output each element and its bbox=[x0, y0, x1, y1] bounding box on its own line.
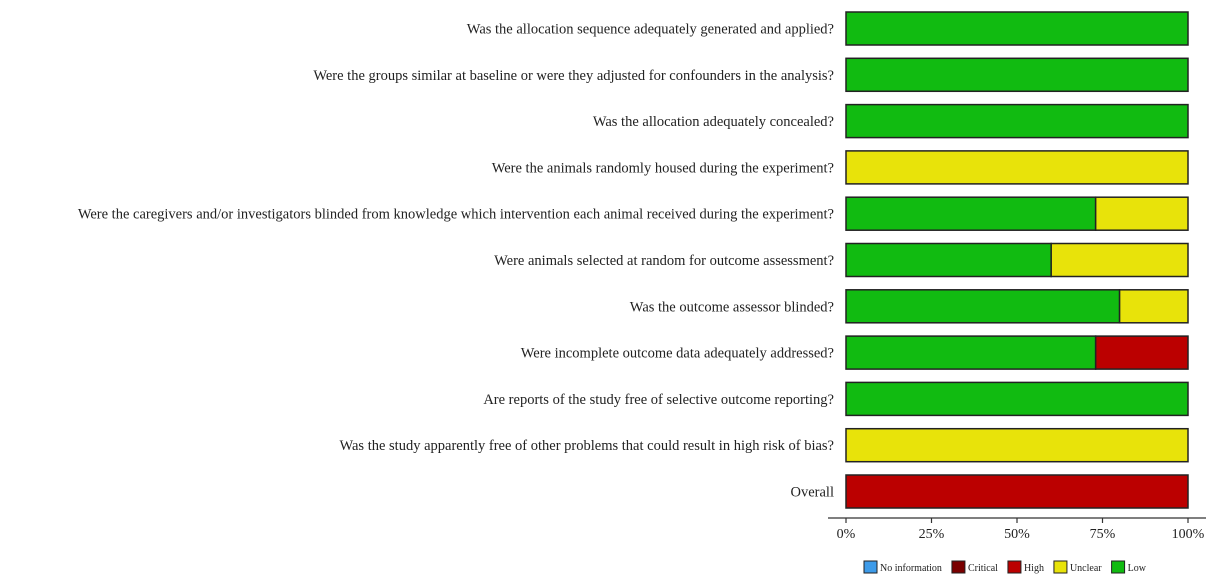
bar-segment-low bbox=[845, 242, 1052, 278]
question-label: Were the groups similar at baseline or w… bbox=[313, 68, 834, 84]
bar-segment-low bbox=[845, 57, 1189, 93]
legend-swatch-critical bbox=[951, 560, 966, 574]
legend-label: High bbox=[1024, 563, 1044, 574]
bar-segment-high bbox=[1094, 335, 1189, 370]
question-label: Was the allocation adequately concealed? bbox=[593, 114, 834, 130]
bar-segment-unclear bbox=[1050, 242, 1189, 278]
legend-label: No information bbox=[880, 563, 942, 574]
bar-segment-low bbox=[845, 196, 1097, 231]
legend-label: Low bbox=[1128, 563, 1147, 574]
question-label: Were the animals randomly housed during … bbox=[492, 160, 834, 176]
question-label: Overall bbox=[791, 485, 834, 501]
x-tick-label: 50% bbox=[1004, 527, 1030, 542]
question-label: Were incomplete outcome data adequately … bbox=[521, 346, 834, 362]
x-tick-label: 75% bbox=[1090, 527, 1116, 542]
bar-segment-low bbox=[845, 11, 1189, 46]
x-tick-label: 0% bbox=[837, 527, 856, 542]
bar-segment-low bbox=[845, 335, 1097, 370]
question-labels: Was the allocation sequence adequately g… bbox=[78, 22, 834, 501]
question-label: Were the caregivers and/or investigators… bbox=[78, 207, 834, 223]
question-label: Was the study apparently free of other p… bbox=[339, 438, 834, 454]
legend-swatch-unclear bbox=[1053, 560, 1068, 574]
bar-segment-unclear bbox=[1094, 196, 1189, 231]
bar-segment-low bbox=[845, 381, 1189, 417]
bar-segment-high bbox=[845, 474, 1189, 509]
legend-label: Critical bbox=[968, 563, 998, 574]
x-tick-label: 100% bbox=[1172, 527, 1205, 542]
bars-group bbox=[845, 11, 1189, 509]
question-label: Are reports of the study free of selecti… bbox=[483, 392, 834, 408]
question-label: Was the allocation sequence adequately g… bbox=[467, 22, 834, 38]
legend-label: Unclear bbox=[1070, 563, 1102, 574]
bar-segment-unclear bbox=[1118, 289, 1189, 324]
bar-segment-low bbox=[845, 289, 1121, 324]
legend-swatch-low bbox=[1111, 560, 1126, 574]
legend-swatch-high bbox=[1007, 560, 1022, 574]
x-axis: 0% 25% 50% 75% 100% bbox=[828, 517, 1206, 542]
question-label: Was the outcome assessor blinded? bbox=[630, 299, 834, 315]
bar-segment-low bbox=[845, 103, 1189, 139]
bar-segment-unclear bbox=[845, 427, 1189, 463]
legend-swatch-no-information bbox=[863, 560, 878, 574]
legend: No information Critical High Unclear Low bbox=[863, 560, 1147, 574]
bar-segment-unclear bbox=[845, 150, 1189, 185]
x-tick-label: 25% bbox=[919, 527, 945, 542]
question-label: Were animals selected at random for outc… bbox=[494, 253, 834, 269]
